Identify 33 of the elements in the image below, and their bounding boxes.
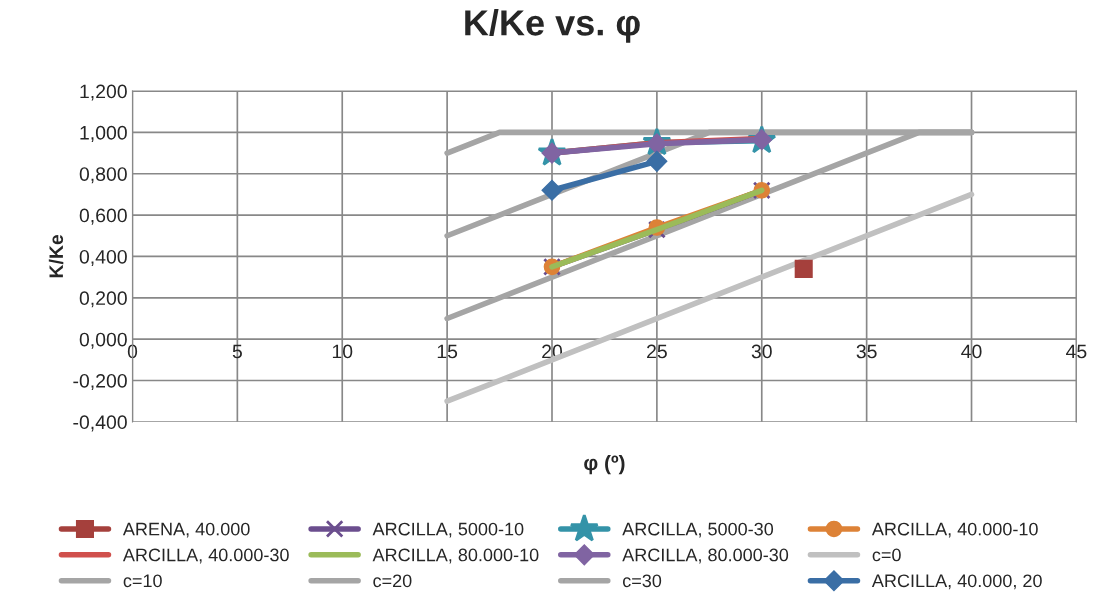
y-tick-label: -0,400	[73, 415, 127, 432]
chart-title: K/Ke vs. φ	[465, 9, 640, 43]
x-tick-label: 15	[437, 344, 458, 359]
legend-label: ARCILLA, 80.000-10	[372, 548, 539, 564]
y-tick-label: 0,200	[79, 291, 127, 308]
x-tick-label: 45	[1066, 344, 1087, 359]
x-tick-label: 30	[751, 344, 772, 359]
legend-label: ARCILLA, 40.000-10	[871, 522, 1038, 538]
y-axis-title: K/Ke	[48, 234, 64, 278]
legend-label: c=30	[622, 574, 662, 588]
x-tick-label: 40	[961, 344, 982, 359]
y-tick-label: 1,000	[80, 125, 127, 142]
legend-label: ARCILLA, 80.000-30	[622, 548, 789, 564]
x-tick-label: 0	[127, 344, 138, 359]
legend-label: ARCILLA, 5000-30	[622, 522, 774, 538]
legend-label: c=20	[373, 574, 412, 588]
legend-label: ARCILLA, 40.000-30	[122, 548, 289, 564]
x-axis-title: φ (º)	[584, 454, 625, 475]
x-tick-label: 10	[332, 344, 353, 359]
legend-label: ARCILLA, 40.000, 20	[871, 574, 1042, 590]
x-tick-label: 35	[856, 344, 877, 359]
legend-label: ARENA, 40.000	[122, 522, 250, 538]
legend-label: c=0	[872, 548, 901, 562]
x-tick-label: 5	[232, 344, 242, 359]
y-tick-label: -0,200	[73, 373, 127, 391]
y-tick-label: 0,800	[79, 167, 127, 184]
y-tick-label: 0,000	[79, 332, 127, 349]
y-tick-label: 1,200	[80, 84, 127, 101]
y-tick-label: 0,600	[79, 208, 127, 225]
x-tick-label: 25	[647, 344, 667, 359]
legend-label: c=10	[123, 574, 162, 588]
y-tick-label: 0,400	[79, 249, 127, 266]
legend-label: ARCILLA, 5000-10	[372, 522, 524, 538]
